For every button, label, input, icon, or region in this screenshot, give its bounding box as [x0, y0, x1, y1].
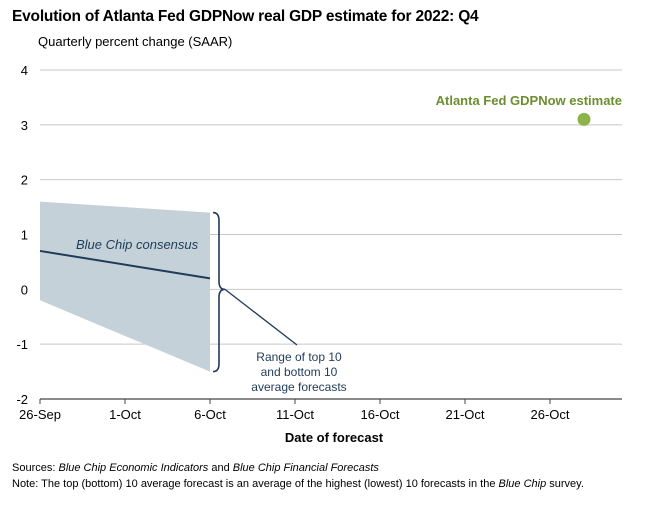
range-bracket: [212, 211, 226, 373]
footer-notes: Sources: Blue Chip Economic Indicators a…: [12, 460, 584, 492]
chart-subtitle: Quarterly percent change (SAAR): [38, 34, 233, 49]
y-tick-label: -1: [16, 337, 28, 352]
note-text-3: survey.: [546, 478, 584, 490]
consensus-label: Blue Chip consensus: [76, 237, 199, 252]
y-tick-label: 2: [21, 173, 28, 188]
range-label-line: and bottom 10: [261, 365, 338, 379]
note-text-1: The top (bottom) 10 average forecast is …: [38, 478, 499, 490]
consensus-layer: [39, 112, 591, 280]
x-tick-label: 16-Oct: [360, 407, 399, 422]
x-tick-label: 6-Oct: [194, 407, 226, 422]
sources-label: Sources:: [12, 462, 56, 474]
x-tick-label: 21-Oct: [445, 407, 484, 422]
range-leader-line: [224, 288, 298, 346]
x-tick-label: 26-Oct: [530, 407, 569, 422]
y-tick-label: 0: [21, 282, 28, 297]
sources-and: and: [208, 462, 233, 474]
range-label-line: average forecasts: [251, 380, 346, 394]
source-blue-chip-economic: Blue Chip Economic Indicators: [58, 462, 209, 474]
x-tick-label: 11-Oct: [276, 407, 314, 422]
gdpnow-point: [577, 112, 591, 126]
source-blue-chip-financial: Blue Chip Financial Forecasts: [232, 462, 379, 474]
y-tick-label: 1: [21, 228, 28, 243]
range-label-line: Range of top 10: [256, 350, 342, 364]
chart-title: Evolution of Atlanta Fed GDPNow real GDP…: [12, 8, 479, 25]
y-tick-label: -2: [16, 392, 28, 407]
consensus-line: [39, 249, 211, 280]
axes: 4 3 2 1 0 -1 -226-Sep 1-Oct 6-Oct 11-Oct 16-Oct 21-…: [16, 63, 622, 445]
x-axis-title: Date of forecast: [285, 430, 384, 445]
gdpnow-label: Atlanta Fed GDPNow estimate: [436, 93, 622, 108]
x-tick-label: 1-Oct: [109, 407, 141, 422]
range-band: [40, 201, 210, 372]
range-band-layer: [40, 201, 210, 372]
sources-line: Sources: Blue Chip Economic Indicators a…: [12, 460, 584, 476]
note-text-blue-chip: Blue Chip: [498, 478, 547, 490]
note-label: Note:: [12, 478, 39, 490]
note-line: Note: The top (bottom) 10 average foreca…: [12, 476, 584, 492]
y-tick-label: 3: [21, 118, 28, 133]
y-tick-label: 4: [21, 63, 28, 78]
x-tick-label: 26-Sep: [19, 407, 61, 422]
